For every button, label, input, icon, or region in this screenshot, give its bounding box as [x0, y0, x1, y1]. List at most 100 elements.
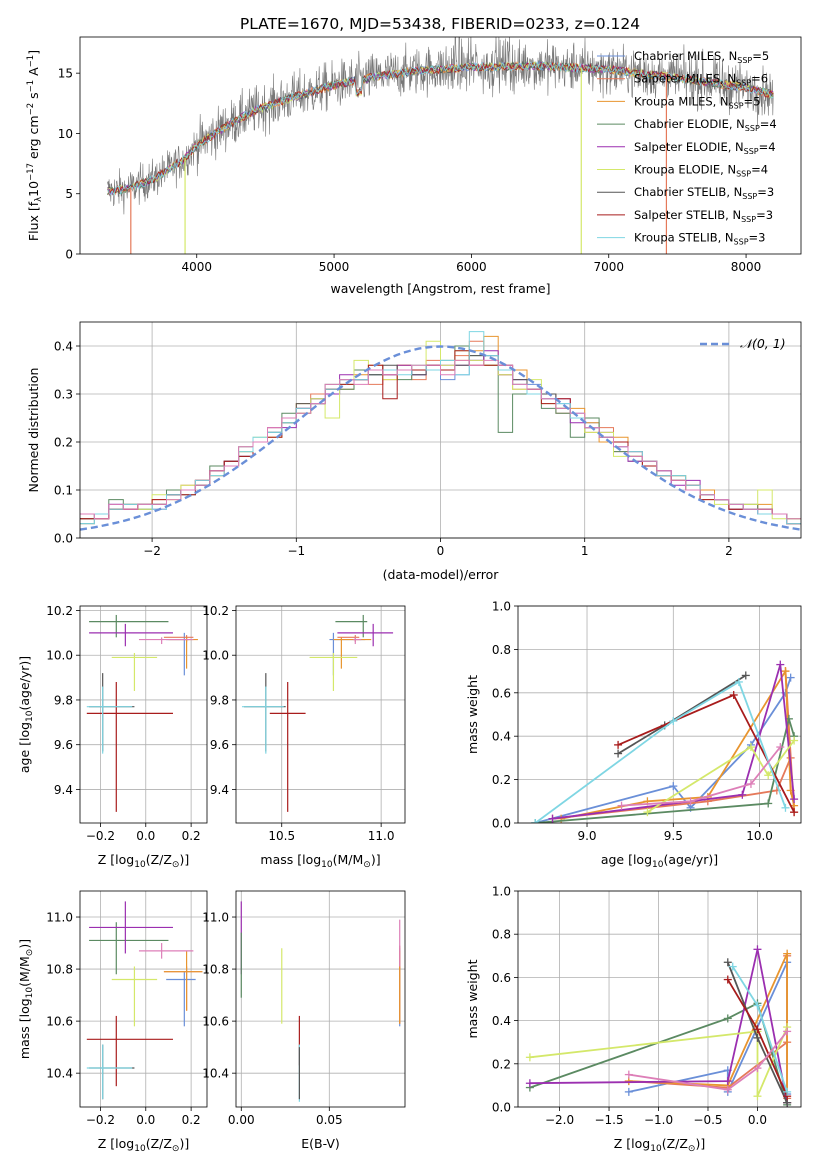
x-tick-label: −1: [287, 544, 305, 558]
residual-histogram-step: [80, 331, 801, 525]
mass-weight-line: [646, 739, 795, 813]
axis-label: Z [log10(Z/Z⊙)]: [98, 852, 189, 870]
x-tick-label: −1.5: [594, 1113, 623, 1127]
y-tick-label: 0.1: [54, 484, 73, 498]
x-tick-label: 7000: [593, 260, 624, 274]
y-tick-label: 0.4: [492, 730, 511, 744]
x-tick-label: −0.5: [693, 1113, 722, 1127]
y-tick-label: 9.8: [54, 693, 73, 707]
y-tick-label: 0.4: [54, 340, 73, 354]
y-tick-label: 11.0: [202, 911, 229, 925]
x-tick-label: 0.05: [316, 1113, 343, 1127]
y-tick-label: 10.8: [46, 963, 73, 977]
residual-histogram-panel: −2 −1 0 1 2 0.0 0.1 0.2 0.3 0.4 𝒩(0, 1) (data-model…: [26, 321, 802, 582]
x-tick-label: −2.0: [545, 1113, 574, 1127]
normal-distribution-curve: [80, 345, 801, 531]
y-tick-label: 0.0: [492, 817, 511, 831]
axes-frame: [517, 890, 802, 1108]
mass-weight-line: [535, 715, 795, 823]
spectrum-panel: 4000 5000 6000 7000 8000 0 5 10 15 Chabrier MILES…: [26, 36, 802, 296]
axes-frame: [517, 605, 802, 824]
axes-frame: [79, 321, 802, 539]
x-tick-label: 0.0: [748, 1113, 767, 1127]
plot-area: [241, 614, 394, 812]
y-tick-label: 10.0: [202, 649, 229, 663]
x-axis-label: (data-model)/error: [383, 567, 500, 582]
y-axis-label: Flux [fλ10−17 erg cm−2 s−1 A−1]: [26, 50, 44, 241]
mass-vs-ebv-panel: 0.00 0.05 10.4 10.6 10.8 11.0 E(B-V): [202, 890, 406, 1151]
legend-entry: Kroupa STELIB, NSSP=3: [634, 231, 765, 247]
axis-label: Z [log10(Z/Z⊙)]: [98, 1136, 189, 1154]
x-tick-label: −0.2: [86, 829, 115, 843]
legend-entry: Salpeter MILES, NSSP=6: [634, 72, 768, 88]
axis-label: age [log10(age/yr)]: [17, 656, 35, 773]
model-spectrum-line: [107, 61, 774, 196]
plot-area: [240, 901, 401, 1102]
x-tick-label: −1.0: [644, 1113, 673, 1127]
x-tick-label: 0.0: [136, 1113, 155, 1127]
legend-entry: 𝒩(0, 1): [740, 336, 786, 351]
y-tick-label: 9.6: [54, 738, 73, 752]
axes-frame: [79, 36, 802, 255]
x-tick-label: −2: [143, 544, 161, 558]
model-spectrum-line: [107, 60, 774, 196]
y-tick-label: 0.0: [492, 1101, 511, 1115]
y-tick-label: 10.4: [46, 1067, 73, 1081]
plot-area: [525, 945, 792, 1107]
y-tick-label: 0.8: [492, 643, 511, 657]
y-tick-label: 9.4: [54, 783, 73, 797]
x-tick-label: 9.0: [577, 829, 596, 843]
axis-label: Z [log10(Z/Z⊙)]: [614, 1136, 705, 1154]
mass-vs-metallicity-panel: −0.2 0.0 0.2 10.4 10.6 10.8 11.0 Z [log10(Z/Z⊙)…: [17, 890, 208, 1154]
y-tick-label: 9.6: [210, 738, 229, 752]
legend-entry: Salpeter STELIB, NSSP=3: [634, 208, 773, 224]
legend-entry: Kroupa MILES, NSSP=5: [634, 94, 760, 110]
x-tick-label: 6000: [456, 260, 487, 274]
x-tick-label: 0: [437, 544, 445, 558]
mass-weight-line: [628, 1030, 788, 1091]
plot-area: [531, 660, 799, 823]
x-tick-label: −0.2: [86, 1113, 115, 1127]
mass-weight-line: [617, 674, 747, 755]
x-tick-label: 0.0: [136, 829, 155, 843]
y-tick-label: 15: [58, 67, 73, 81]
x-tick-label: 0.2: [182, 829, 201, 843]
mass-weight-vs-age-panel: 9.0 9.5 10.0 0.0 0.2 0.4 0.6 0.8 1.0 age [log10(a…: [465, 600, 802, 870]
x-tick-label: 1: [581, 544, 589, 558]
y-axis-label: mass weight: [465, 959, 480, 1038]
plot-area: [86, 901, 203, 1100]
y-tick-label: 10.0: [46, 649, 73, 663]
age-vs-mass-panel: 10.5 11.0 9.4 9.6 9.8 10.0 10.2 mass [log10(M/M…: [202, 604, 406, 870]
y-tick-label: 10.2: [202, 604, 229, 618]
x-tick-label: 9.5: [664, 829, 683, 843]
axes-frame: [235, 890, 406, 1108]
x-tick-label: 5000: [319, 260, 350, 274]
y-tick-label: 11.0: [46, 911, 73, 925]
axis-label: age [log10(age/yr)]: [601, 852, 718, 870]
y-tick-label: 5: [65, 187, 73, 201]
legend-entry: Chabrier STELIB, NSSP=3: [634, 185, 774, 201]
plot-area: [86, 614, 198, 812]
mass-weight-line: [529, 949, 788, 1103]
x-tick-label: 10.5: [268, 829, 295, 843]
y-tick-label: 0.6: [492, 686, 511, 700]
plot-area: [80, 331, 801, 531]
legend-entry: Kroupa ELODIE, NSSP=4: [634, 163, 768, 179]
x-tick-label: 8000: [731, 260, 762, 274]
axes-frame: [79, 890, 208, 1108]
x-tick-label: 2: [725, 544, 733, 558]
y-tick-label: 0.2: [492, 1057, 511, 1071]
y-tick-label: 9.8: [210, 693, 229, 707]
y-tick-label: 10.6: [202, 1015, 229, 1029]
axis-label: mass [log10(M/M⊙)]: [17, 939, 35, 1059]
y-tick-label: 0.8: [492, 928, 511, 942]
figure-title: PLATE=1670, MJD=53438, FIBERID=0233, z=0…: [240, 15, 640, 33]
age-vs-metallicity-panel: −0.2 0.0 0.2 9.4 9.6 9.8 10.0 10.2 Z [log10(Z/Z⊙…: [17, 604, 208, 870]
mass-weight-line: [534, 680, 787, 823]
x-tick-label: 10.0: [746, 829, 773, 843]
x-tick-label: 0.2: [182, 1113, 201, 1127]
y-tick-label: 1.0: [492, 885, 511, 899]
x-tick-label: 0.00: [228, 1113, 255, 1127]
legend-entry: Chabrier MILES, NSSP=5: [634, 49, 769, 65]
mass-weight-line: [552, 664, 795, 820]
